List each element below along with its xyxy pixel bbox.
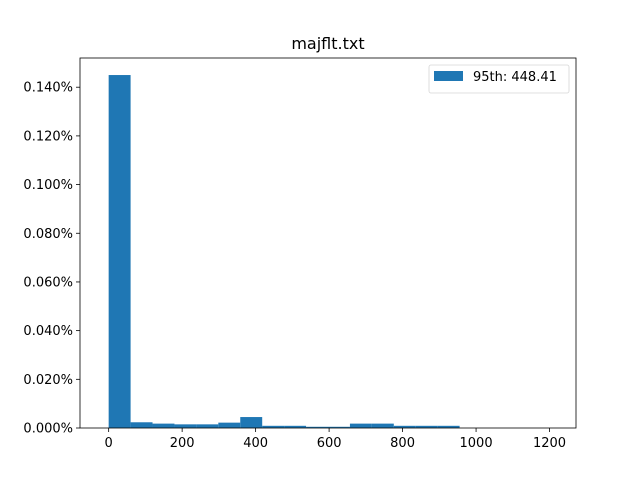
histogram-bar bbox=[174, 424, 197, 428]
y-tick-label: 0.000% bbox=[23, 422, 73, 437]
histogram-bar bbox=[240, 417, 263, 428]
chart-title: majflt.txt bbox=[291, 34, 364, 53]
x-tick-label: 600 bbox=[317, 436, 342, 451]
legend: 95th: 448.41 bbox=[428, 64, 570, 94]
y-tick-label: 0.060% bbox=[23, 275, 73, 290]
histogram-bar bbox=[262, 425, 285, 428]
x-tick-label: 400 bbox=[243, 436, 268, 451]
x-tick-label: 1200 bbox=[533, 436, 566, 451]
plot-frame bbox=[79, 57, 577, 429]
histogram-bar bbox=[393, 425, 416, 428]
histogram-bar bbox=[437, 425, 460, 428]
x-tick-label: 0 bbox=[105, 436, 113, 451]
bars-group bbox=[108, 75, 460, 428]
histogram-bar bbox=[218, 422, 241, 428]
legend-label: 95th: 448.41 bbox=[473, 70, 557, 85]
histogram-bar bbox=[371, 423, 394, 428]
histogram-bar bbox=[130, 422, 153, 428]
y-tick-label: 0.140% bbox=[23, 81, 73, 96]
x-tick-label: 1000 bbox=[460, 436, 493, 451]
y-tick-label: 0.020% bbox=[23, 373, 73, 388]
y-tick-label: 0.040% bbox=[23, 324, 73, 339]
histogram-bar bbox=[349, 423, 372, 428]
x-axis: 0 200 400 600 800 1000 1200 bbox=[105, 428, 566, 451]
histogram-bar bbox=[415, 425, 438, 428]
legend-swatch bbox=[434, 71, 463, 81]
y-tick-label: 0.080% bbox=[23, 227, 73, 242]
x-tick-label: 200 bbox=[170, 436, 195, 451]
histogram-bar bbox=[284, 425, 307, 428]
histogram-bar bbox=[108, 75, 131, 428]
x-tick-label: 800 bbox=[390, 436, 415, 451]
histogram-bar bbox=[328, 426, 350, 428]
histogram-bar bbox=[196, 424, 219, 428]
y-tick-label: 0.120% bbox=[23, 129, 73, 144]
legend-box bbox=[428, 64, 570, 94]
y-tick-label: 0.100% bbox=[23, 178, 73, 193]
histogram-bar bbox=[306, 426, 328, 428]
y-axis: 0.000% 0.020% 0.040% 0.060% 0.080% 0.100% 0.12… bbox=[23, 81, 80, 437]
histogram-bar bbox=[152, 423, 175, 428]
